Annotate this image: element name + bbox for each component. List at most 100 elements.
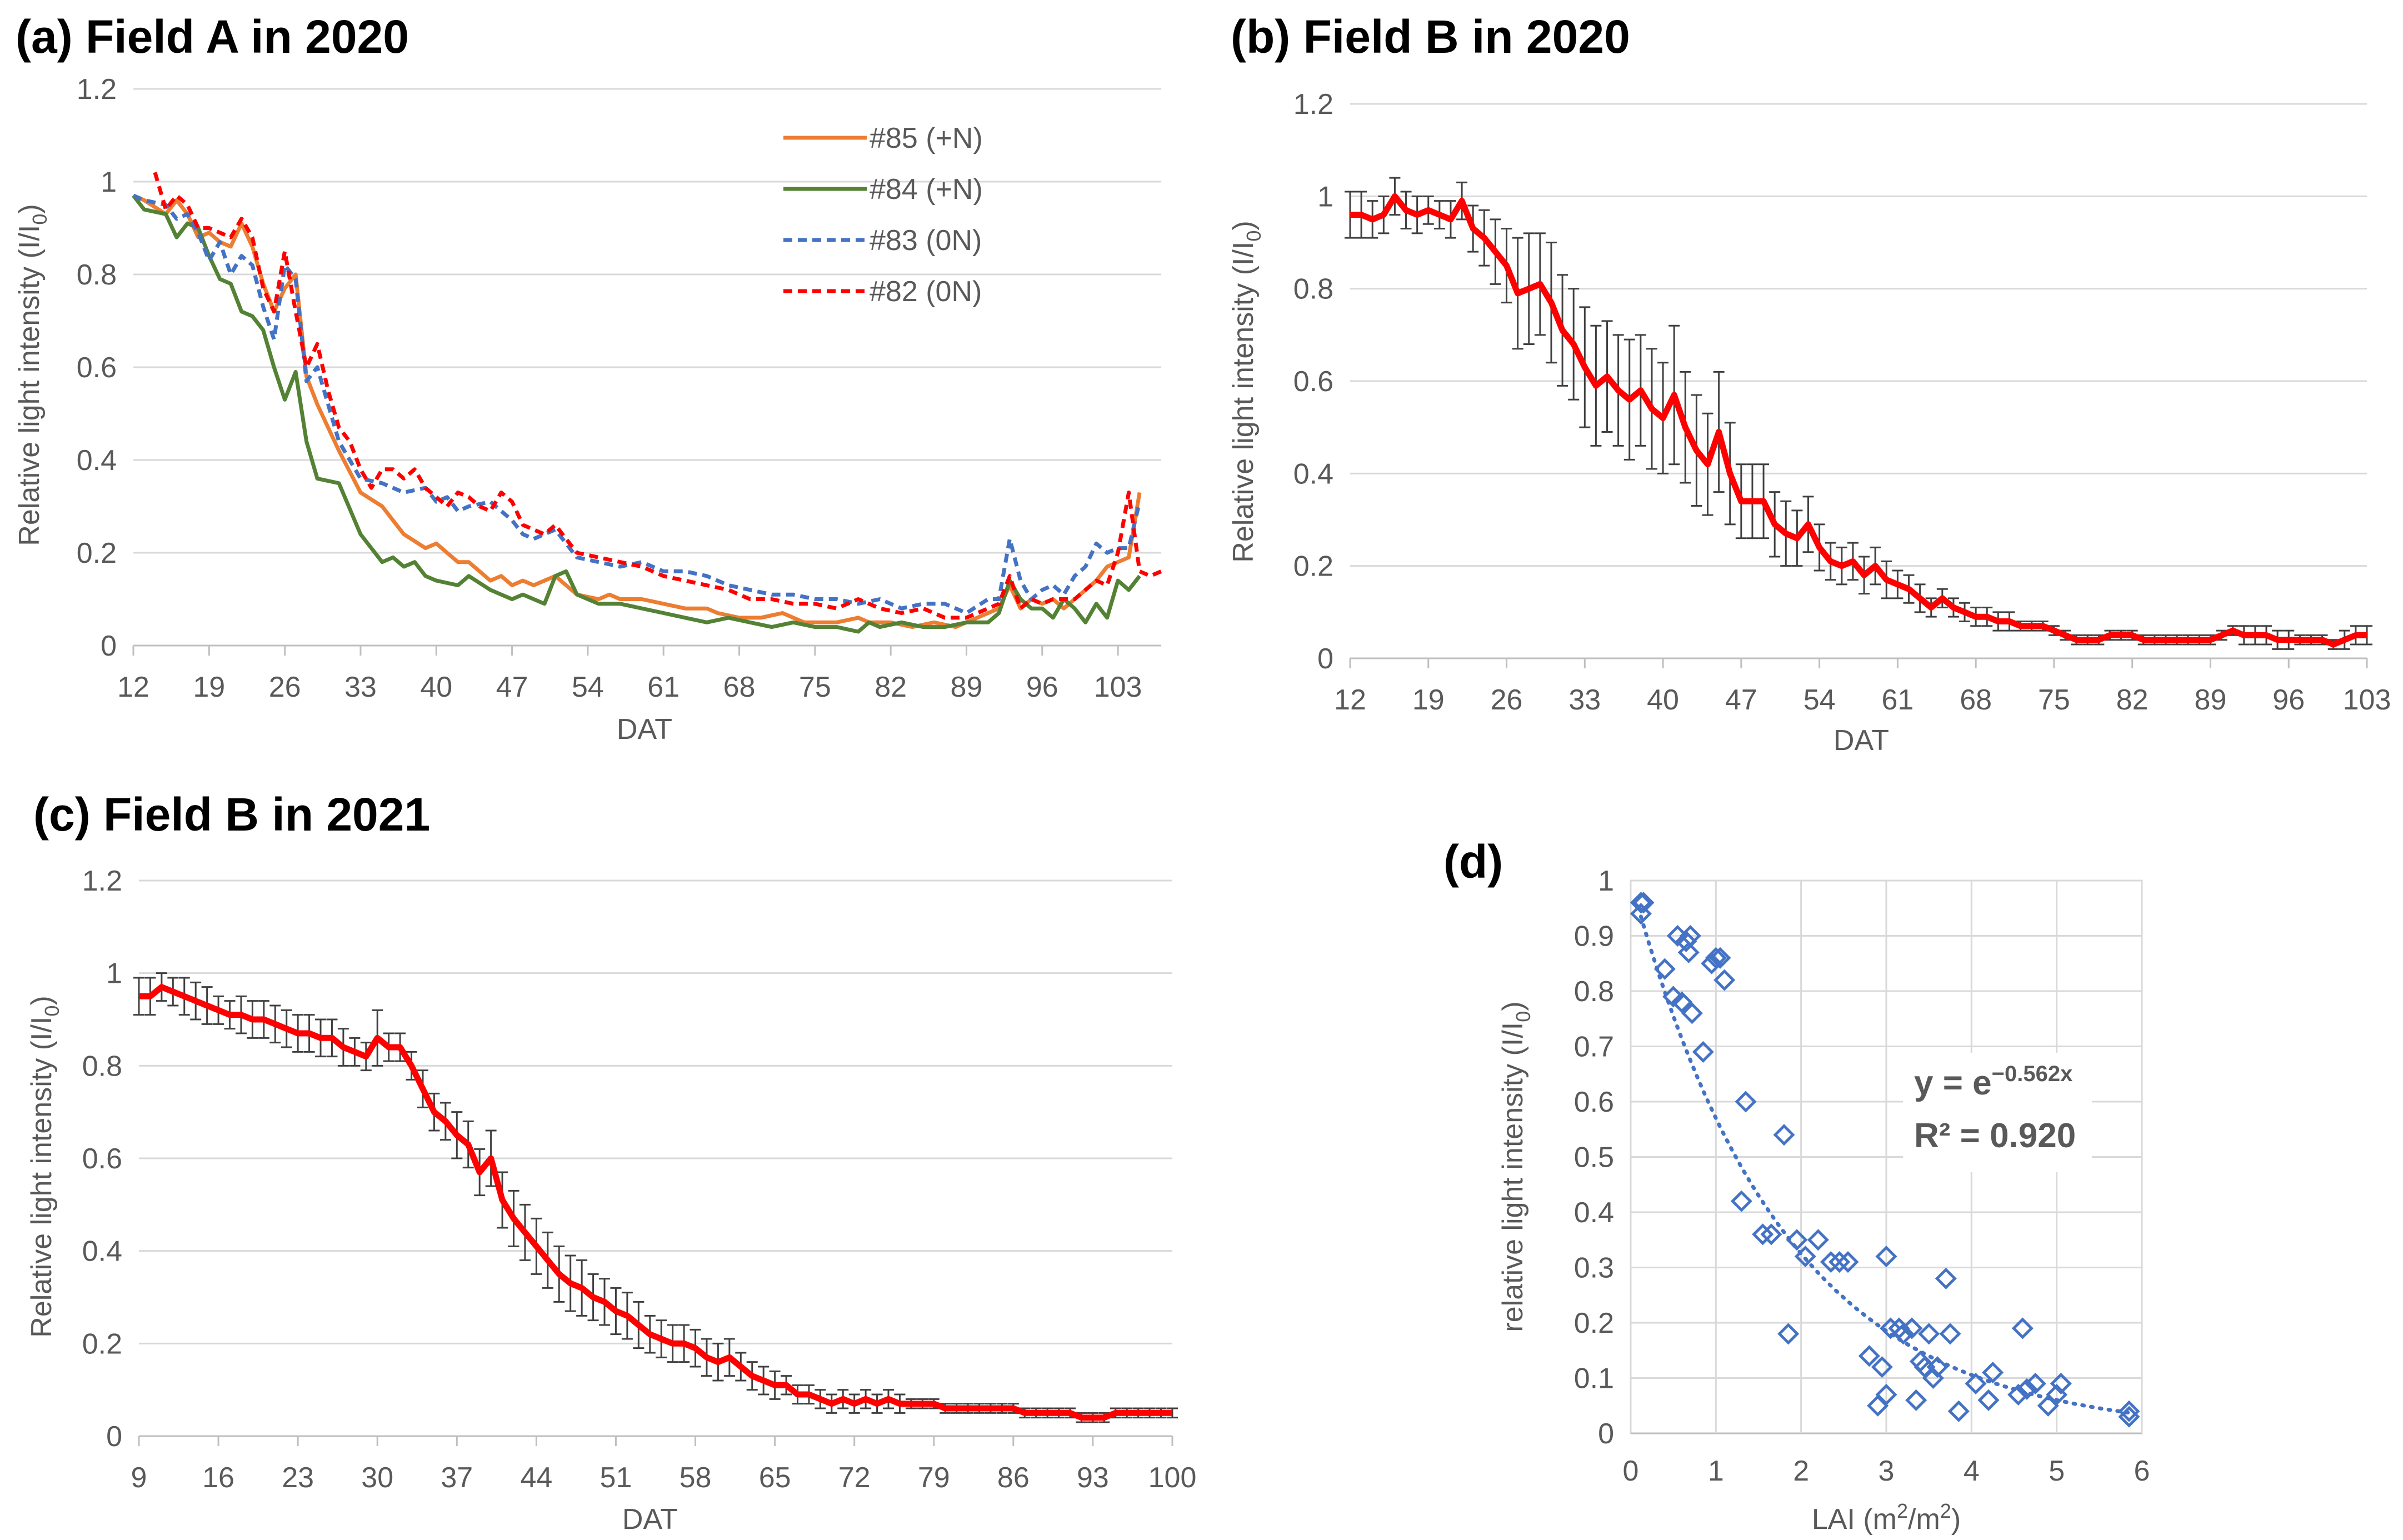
panel-b-y-ticks: 0 0.2 0.4 0.6 0.8 1 1.2: [1293, 88, 1333, 675]
b-x-tick-label: 33: [1568, 684, 1601, 716]
b-x-tick-label: 103: [2343, 684, 2391, 716]
a-x-tick-label: 26: [269, 671, 301, 703]
panel-d-equation-box: [1903, 1053, 2092, 1172]
c-y-tick-label: 0.8: [82, 1050, 122, 1082]
b-x-tick-label: 19: [1412, 684, 1445, 716]
panel-a-series: [132, 172, 1162, 634]
panel-b-series: [1345, 177, 2372, 650]
a-x-tick-label: 82: [875, 671, 907, 703]
a-series-line-1: [132, 194, 1141, 634]
a-x-tick-label: 68: [723, 671, 756, 703]
c-y-tick-label: 0.2: [82, 1328, 122, 1360]
d-x-tick-label: 2: [1793, 1455, 1809, 1487]
c-y-tick-label: 0.6: [82, 1143, 122, 1175]
panel-c-x-ticks: 9 16 23 30 37 44 51 58 65 72 79 86 93 100: [131, 1436, 1196, 1494]
panel-d-x-label: LAI (m2/m2): [1812, 1499, 1961, 1536]
a-series-line-2: [132, 193, 1142, 615]
d-data-point: [1807, 1229, 1829, 1251]
d-data-point: [1752, 1223, 1774, 1246]
panel-b-title: (b) Field B in 2020: [1231, 11, 1630, 63]
panel-b-gridlines: [1350, 103, 2367, 659]
b-x-tick-label: 54: [1804, 684, 1836, 716]
a-series-line-3: [153, 172, 1162, 620]
d-y-tick-label: 0.8: [1574, 976, 1614, 1008]
a-x-tick-label: 61: [647, 671, 680, 703]
a-x-tick-label: 12: [117, 671, 149, 703]
legend-label-82: #82 (0N): [870, 276, 982, 308]
c-series-line-0: [139, 984, 1172, 1421]
d-data-point: [1675, 930, 1697, 952]
a-x-tick-label: 40: [420, 671, 452, 703]
d-data-point: [1918, 1323, 1940, 1345]
d-data-point: [1935, 1267, 1957, 1289]
d-y-tick-label: 0.7: [1574, 1031, 1614, 1063]
d-x-tick-label: 1: [1708, 1455, 1724, 1487]
panel-b: (b) Field B in 2020 0 0.2 0.4 0.6 0.8 1 1.2 12…: [1227, 11, 2391, 757]
panel-d: (d) 0 0.1 0.2 0.3 0.4 0.5 0.6 0.7 0.8 0.9 1 0 1 2 3 4 5…: [1443, 836, 2150, 1536]
panel-c-x-label: DAT: [622, 1503, 678, 1536]
panel-d-equation: y = e−0.562x: [1914, 1062, 2072, 1102]
d-y-tick-label: 0.5: [1574, 1142, 1614, 1174]
panel-a-legend: #85 (+N) #84 (+N) #83 (0N) #82 (0N): [783, 122, 983, 308]
c-x-tick-label: 51: [600, 1462, 632, 1494]
b-y-tick-label: 0: [1317, 643, 1333, 675]
b-y-tick-label: 0.8: [1293, 273, 1333, 306]
a-x-tick-label: 89: [951, 671, 983, 703]
d-data-point: [1735, 1091, 1757, 1113]
d-y-tick-label: 0.2: [1574, 1307, 1614, 1339]
c-x-tick-label: 23: [282, 1462, 314, 1494]
c-y-tick-label: 1.2: [82, 865, 122, 897]
d-data-point: [1820, 1251, 1842, 1273]
d-data-point: [1713, 969, 1736, 991]
a-y-tick-label: 0.6: [77, 352, 117, 384]
panel-d-x-ticks: 0 1 2 3 4 5 6: [1623, 1455, 2150, 1487]
d-data-point: [1692, 1041, 1714, 1063]
legend-label-85: #85 (+N): [870, 122, 983, 154]
d-data-point: [2016, 1378, 2038, 1400]
panel-c-series: [133, 972, 1178, 1423]
panel-d-r-squared: R² = 0.920: [1914, 1117, 2076, 1155]
d-data-point: [1653, 958, 1676, 980]
b-y-tick-label: 0.4: [1293, 458, 1333, 490]
b-y-tick-label: 1: [1317, 181, 1333, 213]
a-x-tick-label: 19: [193, 671, 225, 703]
b-x-tick-label: 26: [1491, 684, 1523, 716]
d-data-point: [1926, 1356, 1949, 1378]
panel-d-y-ticks: 0 0.1 0.2 0.3 0.4 0.5 0.6 0.7 0.8 0.9 1: [1574, 865, 1614, 1450]
d-x-tick-label: 3: [1879, 1455, 1895, 1487]
a-x-tick-label: 54: [572, 671, 604, 703]
d-data-point: [2024, 1372, 2046, 1394]
d-data-point: [1905, 1389, 1927, 1411]
panel-d-trendline: [1638, 914, 2131, 1415]
d-data-point: [1947, 1400, 1970, 1422]
d-data-point: [1730, 1190, 1752, 1212]
d-data-point: [1630, 892, 1652, 914]
b-x-tick-label: 68: [1960, 684, 1992, 716]
a-x-tick-label: 47: [496, 671, 528, 703]
a-y-tick-label: 0.2: [77, 537, 117, 569]
a-y-tick-label: 1.2: [77, 73, 117, 106]
panel-b-x-ticks: 12 19 26 33 40 47 54 61 68 75 82 89 96 103: [1334, 658, 2391, 716]
d-data-point: [1760, 1223, 1782, 1246]
panel-b-x-label: DAT: [1834, 724, 1889, 757]
d-data-point: [1701, 952, 1723, 974]
d-data-point: [1858, 1345, 1880, 1367]
c-x-tick-label: 86: [997, 1462, 1030, 1494]
d-x-tick-label: 0: [1623, 1455, 1639, 1487]
a-x-tick-label: 33: [344, 671, 377, 703]
d-data-point: [1892, 1323, 1915, 1345]
d-data-point: [1679, 924, 1701, 947]
c-x-tick-label: 44: [520, 1462, 552, 1494]
legend-label-83: #83 (0N): [870, 224, 982, 257]
d-data-point: [1681, 1002, 1703, 1024]
panel-a: (a) Field A in 2020 0 0.2 0.4 0.6 0.8 1 1.2 12…: [13, 11, 1162, 746]
panel-c-y-label: Relative light intensity (I/I0): [26, 996, 63, 1337]
d-data-point: [1871, 1356, 1893, 1378]
panel-c-gridlines: [139, 879, 1172, 1437]
c-x-tick-label: 65: [759, 1462, 791, 1494]
d-data-point: [1773, 1124, 1795, 1146]
a-x-tick-label: 96: [1026, 671, 1058, 703]
d-data-point: [1901, 1317, 1923, 1339]
panel-b-y-label: Relative light intensity (I/I0): [1227, 221, 1265, 562]
